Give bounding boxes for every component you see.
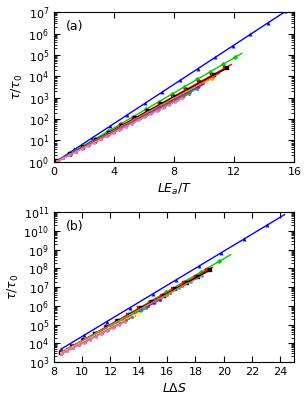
- X-axis label: $LE_a/T$: $LE_a/T$: [157, 182, 192, 197]
- Text: (a): (a): [66, 20, 84, 32]
- Y-axis label: $\tau / \tau_0$: $\tau / \tau_0$: [10, 74, 25, 100]
- X-axis label: $L\Delta S$: $L\Delta S$: [162, 383, 187, 395]
- Text: (b): (b): [66, 220, 84, 233]
- Y-axis label: $\tau / \tau_0$: $\tau / \tau_0$: [6, 274, 21, 300]
